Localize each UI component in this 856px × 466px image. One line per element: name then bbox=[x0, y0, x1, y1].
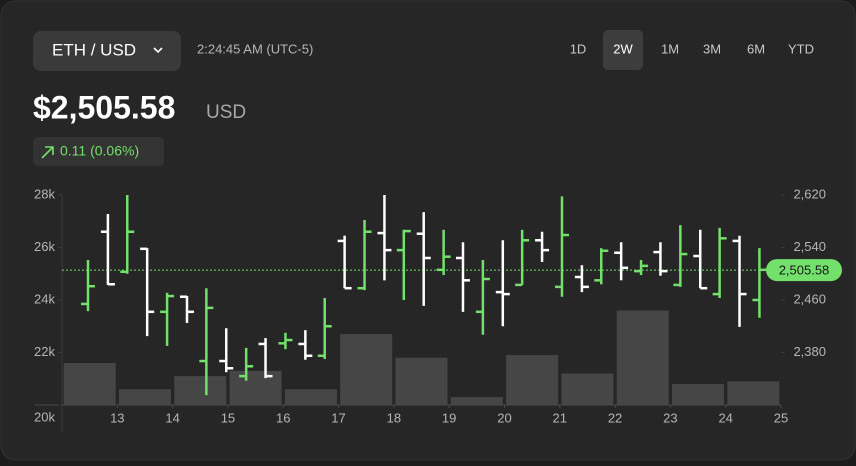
volume-bar bbox=[284, 389, 337, 405]
y2-tick-label: 24k bbox=[34, 291, 55, 306]
y-tick-label: 2,620 bbox=[793, 186, 826, 201]
last-price-pill bbox=[766, 259, 842, 282]
volume-bar bbox=[672, 384, 725, 405]
x-tick-label: 21 bbox=[553, 410, 567, 425]
y-tick-label: 2,380 bbox=[793, 344, 826, 359]
timestamp: 2:24:45 AM (UTC-5) bbox=[197, 41, 313, 56]
change: 0.11 (0.06%) bbox=[60, 143, 139, 159]
x-tick-label: 19 bbox=[442, 410, 456, 425]
y2-tick-label: 22k bbox=[34, 344, 55, 359]
range-button[interactable]: YTD bbox=[788, 41, 814, 56]
y2-tick-label: 20k bbox=[34, 409, 55, 424]
up-arrow-icon bbox=[41, 146, 54, 159]
last-price-label: 2,505.58 bbox=[779, 263, 830, 278]
volume-bar bbox=[174, 376, 227, 405]
x-tick-label: 22 bbox=[608, 410, 622, 425]
range-button[interactable]: 1M bbox=[661, 41, 679, 56]
x-tick-label: 24 bbox=[718, 410, 732, 425]
volume-bar bbox=[118, 389, 171, 405]
volume-bar bbox=[229, 370, 282, 405]
x-tick-label: 25 bbox=[774, 410, 788, 425]
x-tick-label: 20 bbox=[497, 410, 511, 425]
price: $2,505.58 bbox=[33, 89, 175, 125]
y2-tick-label: 26k bbox=[34, 239, 55, 254]
x-tick-label: 13 bbox=[110, 410, 124, 425]
range-button-selected[interactable] bbox=[603, 30, 643, 70]
range-button[interactable]: 3M bbox=[703, 41, 721, 56]
x-tick-label: 15 bbox=[221, 410, 235, 425]
range-button[interactable]: 2W bbox=[613, 41, 633, 56]
range-button[interactable]: 6M bbox=[747, 41, 765, 56]
volume-bar bbox=[561, 373, 614, 405]
volume-bar bbox=[616, 310, 669, 405]
x-tick-label: 16 bbox=[276, 410, 290, 425]
y-tick-label: 2,540 bbox=[793, 239, 826, 254]
currency: USD bbox=[206, 102, 246, 123]
y2-tick-label: 28k bbox=[34, 186, 55, 201]
pair-dropdown[interactable] bbox=[33, 31, 181, 71]
x-tick-label: 14 bbox=[165, 410, 179, 425]
x-tick-label: 17 bbox=[331, 410, 345, 425]
pair-label[interactable]: ETH / USD bbox=[52, 40, 136, 59]
chevron-icon[interactable] bbox=[153, 47, 163, 54]
change-pill bbox=[33, 137, 164, 166]
range-button[interactable]: 1D bbox=[570, 41, 587, 56]
x-tick-label: 23 bbox=[663, 410, 677, 425]
volume-bar bbox=[506, 355, 559, 405]
volume-bar bbox=[340, 334, 393, 405]
volume-bar bbox=[450, 397, 503, 405]
volume-bar bbox=[395, 357, 448, 405]
y-tick-label: 2,460 bbox=[793, 291, 826, 306]
volume-bar bbox=[63, 363, 116, 405]
volume-bar bbox=[727, 381, 780, 405]
x-tick-label: 18 bbox=[387, 410, 401, 425]
